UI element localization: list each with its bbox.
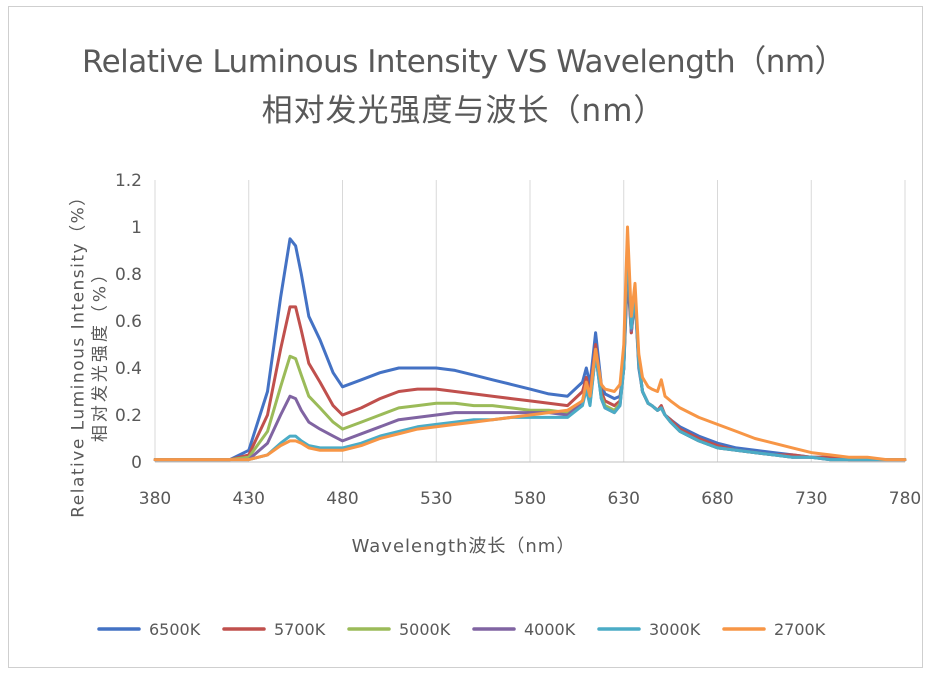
y-tick-label: 1	[131, 218, 142, 238]
series-line-3000K	[153, 237, 907, 462]
legend-label-4000K: 4000K	[524, 620, 576, 639]
legend-label-3000K: 3000K	[649, 620, 701, 639]
x-tick-label: 380	[139, 489, 171, 509]
data-series	[153, 225, 907, 462]
y-tick-label: 0.8	[115, 265, 142, 285]
y-tick-label: 0.4	[115, 359, 142, 379]
x-tick-label: 430	[233, 489, 265, 509]
y-tick-labels: 0 0.2 0.4 0.6 0.8 1 1.2	[115, 171, 142, 473]
x-tick-label: 680	[701, 489, 733, 509]
chart-title: Relative Luminous Intensity VS Wavelengt…	[81, 44, 846, 80]
y-tick-label: 0	[131, 453, 142, 473]
chart-subtitle: 相对发光强度与波长（nm）	[261, 93, 666, 129]
x-axis-label: Wavelength波长（nm）	[351, 536, 576, 557]
grid-lines	[154, 180, 906, 463]
y-tick-label: 1.2	[115, 171, 142, 191]
x-tick-label: 730	[795, 489, 827, 509]
legend: 6500K 5700K 5000K 4000K 3000K 2700K	[97, 620, 826, 639]
x-tick-label: 580	[514, 489, 546, 509]
series-line-2700K	[153, 225, 907, 462]
x-tick-label: 630	[608, 489, 640, 509]
legend-label-5700K: 5700K	[274, 620, 326, 639]
chart-frame	[8, 6, 923, 668]
legend-label-6500K: 6500K	[149, 620, 201, 639]
y-tick-label: 0.2	[115, 406, 142, 426]
x-tick-labels: 380 430 480 530 580 630 680 730 780	[139, 489, 921, 509]
legend-label-2700K: 2700K	[774, 620, 826, 639]
legend-label-5000K: 5000K	[399, 620, 451, 639]
x-tick-label: 480	[326, 489, 358, 509]
y-tick-label: 0.6	[115, 312, 142, 332]
x-tick-label: 780	[889, 489, 921, 509]
x-tick-label: 530	[420, 489, 452, 509]
